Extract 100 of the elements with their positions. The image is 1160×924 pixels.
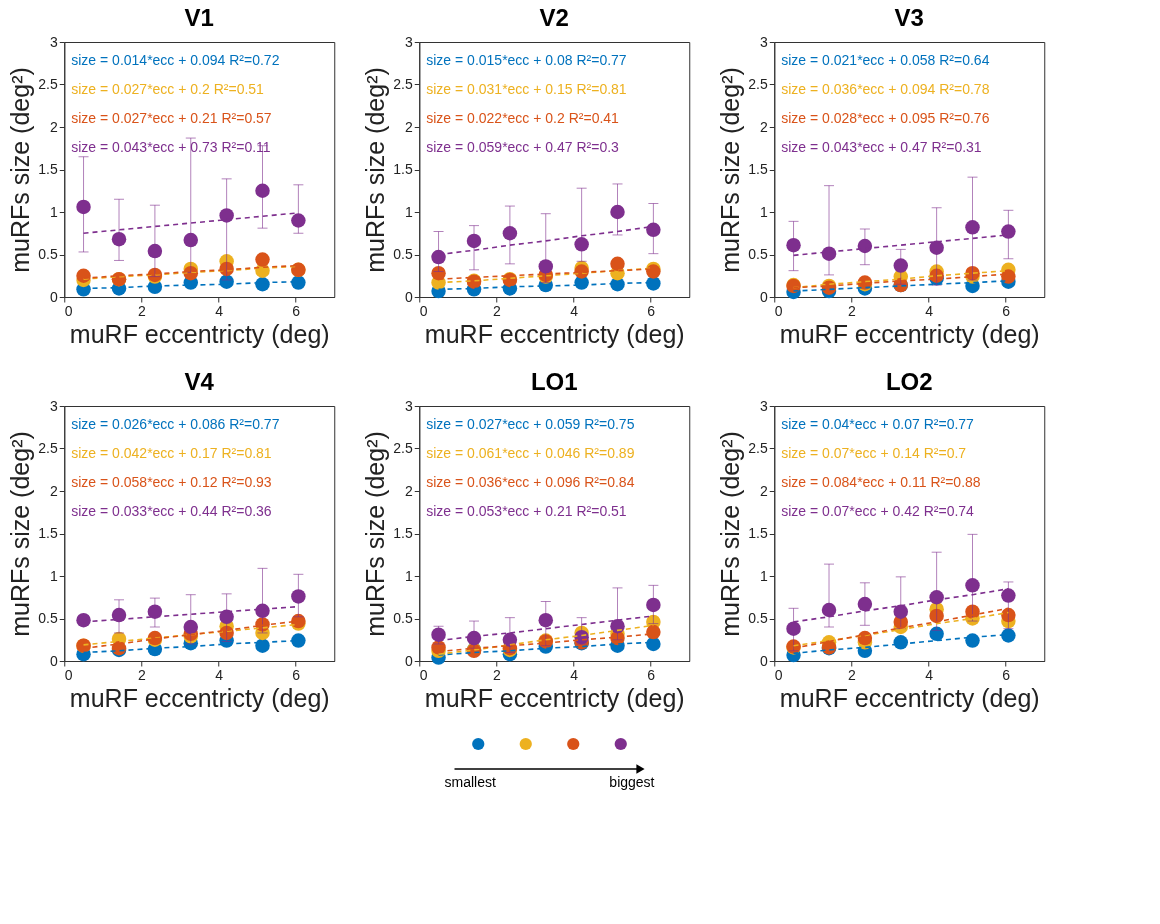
point	[786, 237, 801, 253]
point	[76, 199, 91, 215]
x-tick-label: 4	[215, 666, 224, 683]
point	[183, 232, 199, 248]
point	[183, 619, 199, 635]
point	[1001, 607, 1016, 623]
annotation: size = 0.022*ecc + 0.2 R²=0.41	[426, 110, 620, 126]
point	[219, 609, 234, 625]
y-tick-label: 1	[759, 203, 768, 220]
point	[219, 208, 234, 223]
y-tick-label: 3	[404, 33, 413, 50]
y-tick-label: 0.5	[38, 610, 58, 626]
x-axis-title: muRF eccentricty (deg)	[424, 319, 685, 348]
point	[291, 633, 306, 648]
y-axis-title: muRFs size (deg²)	[716, 67, 745, 273]
point	[502, 632, 518, 647]
point	[646, 222, 661, 238]
x-tick-label: 4	[215, 302, 224, 319]
x-tick-label: 0	[774, 666, 783, 683]
y-tick-label: 2.5	[393, 76, 413, 92]
point	[893, 258, 909, 273]
y-tick-label: 0.5	[393, 610, 413, 626]
annotation: size = 0.07*ecc + 0.14 R²=0.7	[781, 445, 967, 461]
annotation: size = 0.07*ecc + 0.42 R²=0.74	[781, 503, 975, 519]
text: smallest	[444, 774, 496, 790]
chart-title: V3	[894, 4, 924, 31]
annotation: size = 0.015*ecc + 0.08 R²=0.77	[426, 52, 627, 68]
chart-title: LO1	[530, 368, 578, 395]
annotation: size = 0.053*ecc + 0.21 R²=0.51	[426, 503, 627, 519]
point	[111, 231, 127, 247]
annotation: size = 0.033*ecc + 0.44 R²=0.36	[71, 503, 272, 519]
point	[1001, 588, 1016, 603]
y-tick-label: 1.5	[393, 525, 413, 541]
text: biggest	[609, 774, 655, 790]
point	[255, 252, 270, 267]
point	[76, 612, 91, 628]
point	[1001, 628, 1016, 643]
y-tick-label: 0	[49, 288, 58, 305]
x-tick-label: 2	[847, 302, 856, 319]
y-tick-label: 1	[404, 567, 413, 584]
chart-title: V2	[539, 4, 569, 31]
y-tick-label: 1.5	[38, 525, 58, 541]
point	[147, 243, 163, 259]
x-tick-label: 2	[847, 666, 856, 683]
y-tick-label: 2	[49, 118, 58, 135]
annotation: size = 0.036*ecc + 0.094 R²=0.78	[781, 81, 990, 97]
y-tick-label: 2.5	[38, 76, 58, 92]
chart-title: V4	[184, 368, 215, 395]
point	[893, 604, 909, 619]
y-tick-label: 2	[759, 482, 768, 499]
annotation: size = 0.084*ecc + 0.11 R²=0.88	[781, 474, 981, 490]
y-tick-label: 3	[49, 33, 58, 50]
annotation: size = 0.036*ecc + 0.096 R²=0.84	[426, 474, 635, 490]
x-axis-title: muRF eccentricty (deg)	[424, 683, 685, 712]
y-tick-label: 0	[404, 288, 413, 305]
y-tick-label: 1	[49, 203, 58, 220]
y-axis-title: muRFs size (deg²)	[716, 431, 745, 637]
y-tick-label: 0.5	[393, 246, 413, 262]
annotation: size = 0.04*ecc + 0.07 R²=0.77	[781, 416, 975, 432]
point	[929, 626, 944, 642]
y-tick-label: 0	[404, 652, 413, 669]
annotation: size = 0.061*ecc + 0.046 R²=0.89	[426, 445, 635, 461]
point	[291, 213, 306, 228]
point	[821, 602, 837, 618]
x-tick-label: 0	[419, 666, 428, 683]
y-tick-label: 2	[49, 482, 58, 499]
x-axis-title: muRF eccentricty (deg)	[779, 683, 1040, 712]
point	[929, 608, 944, 624]
y-tick-label: 2.5	[38, 440, 58, 456]
point	[431, 249, 446, 265]
y-tick-label: 3	[759, 397, 768, 414]
point	[255, 183, 270, 198]
annotation: size = 0.026*ecc + 0.086 R²=0.77	[71, 416, 280, 432]
point	[1001, 224, 1016, 239]
y-tick-label: 0.5	[38, 246, 58, 262]
chart-title: LO2	[885, 368, 933, 395]
x-tick-label: 6	[647, 302, 656, 319]
point	[466, 233, 482, 249]
y-tick-label: 1	[759, 567, 768, 584]
annotation: size = 0.027*ecc + 0.21 R²=0.57	[71, 110, 272, 126]
point	[111, 607, 127, 623]
point	[646, 597, 661, 613]
annotation: size = 0.028*ecc + 0.095 R²=0.76	[781, 110, 990, 126]
point	[291, 589, 306, 604]
point	[965, 220, 980, 235]
point	[147, 604, 163, 619]
point	[965, 604, 980, 619]
annotation: size = 0.043*ecc + 0.73 R²=0.11	[71, 139, 271, 155]
x-tick-label: 6	[292, 302, 301, 319]
point	[893, 635, 909, 650]
annotation: size = 0.027*ecc + 0.059 R²=0.75	[426, 416, 635, 432]
point	[610, 204, 625, 220]
y-tick-label: 3	[404, 397, 413, 414]
x-tick-label: 2	[492, 666, 501, 683]
y-tick-label: 2	[404, 118, 413, 135]
point	[646, 624, 661, 640]
y-tick-label: 2	[404, 482, 413, 499]
y-tick-label: 0.5	[748, 246, 768, 262]
y-tick-label: 2	[759, 118, 768, 135]
x-tick-label: 6	[1002, 666, 1011, 683]
